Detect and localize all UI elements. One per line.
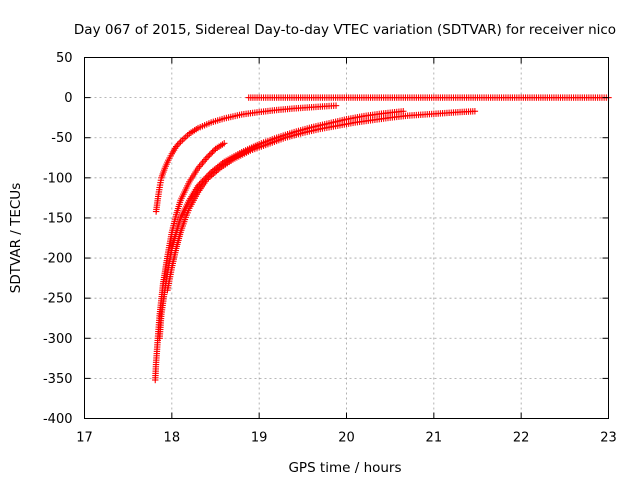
y-tick-label: 0 [64, 91, 72, 106]
point-arc-B [206, 151, 213, 159]
x-axis-label: GPS time / hours [288, 460, 401, 476]
point-arc-D [471, 108, 479, 115]
x-tick-label: 18 [164, 431, 181, 446]
y-tick-label: 50 [56, 51, 73, 66]
x-tick-label: 21 [426, 431, 443, 446]
point-arc-A [175, 140, 183, 147]
y-tick-label: -50 [51, 131, 72, 146]
point-arc-B [203, 154, 210, 161]
point-arc-B [207, 150, 215, 157]
point-arc-B [210, 147, 218, 154]
data-points [152, 94, 612, 384]
y-axis-label: SDTVAR / TECUs [8, 183, 24, 293]
tick-labels: 17 18 19 20 21 22 23 50 0 -50 -100 -150 -200 -250 -300… [43, 51, 617, 446]
y-tick-label: -100 [43, 171, 73, 186]
y-tick-label: -300 [43, 332, 73, 347]
x-tick-label: 22 [513, 431, 530, 446]
x-tick-label: 20 [338, 431, 355, 446]
x-tick-label: 23 [600, 431, 617, 446]
y-tick-label: -400 [43, 412, 73, 427]
x-tick-label: 17 [76, 431, 93, 446]
y-tick-label: -250 [43, 292, 73, 307]
chart-title: Day 067 of 2015, Sidereal Day-to-day VTE… [74, 22, 616, 38]
point-arc-B [209, 148, 216, 156]
y-tick-label: -200 [43, 252, 73, 267]
point-arc-B [221, 140, 228, 147]
point-arc-A [332, 102, 340, 109]
axis-ticks [84, 57, 609, 419]
y-tick-label: -150 [43, 211, 73, 226]
y-tick-label: -350 [43, 372, 73, 387]
grid [84, 57, 609, 419]
x-tick-label: 19 [251, 431, 268, 446]
point-arc-B [205, 153, 212, 160]
